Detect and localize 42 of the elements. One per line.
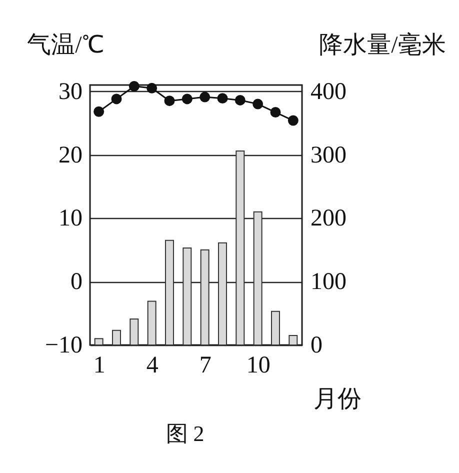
y-tick-label: 0 xyxy=(70,269,82,296)
caption: 图 2 xyxy=(166,421,204,446)
bar xyxy=(271,310,280,346)
bar xyxy=(112,330,121,346)
point xyxy=(217,93,228,104)
y2-tick-label: 200 xyxy=(310,206,346,232)
bar xyxy=(218,242,227,346)
bar xyxy=(182,247,192,346)
y2-tick-label: 0 xyxy=(310,332,322,358)
bar xyxy=(288,334,298,346)
bar xyxy=(94,338,104,346)
point xyxy=(111,94,122,104)
point xyxy=(94,106,104,117)
point xyxy=(252,98,264,110)
bar xyxy=(253,211,262,346)
y2-axis-title: 降水量/毫米 xyxy=(319,32,446,58)
point xyxy=(234,94,246,106)
x-tick-label: 10 xyxy=(246,352,270,378)
point xyxy=(164,96,175,106)
bar xyxy=(147,300,156,346)
x-tick-label: 4 xyxy=(146,352,158,378)
bar xyxy=(200,249,210,346)
y2-tick-label: 300 xyxy=(310,142,346,168)
x-tick-label: 1 xyxy=(93,352,106,378)
point xyxy=(146,82,158,94)
point xyxy=(128,81,140,92)
point xyxy=(270,107,281,118)
y2-tick-label: 400 xyxy=(310,78,346,105)
y-axis-title: 气温/℃ xyxy=(27,32,104,58)
point xyxy=(288,115,298,126)
y2-tick-label: 100 xyxy=(310,269,346,296)
bar xyxy=(130,318,139,346)
point xyxy=(200,92,210,102)
bar xyxy=(165,240,174,346)
x-axis-title: 月份 xyxy=(314,386,362,412)
point xyxy=(182,94,192,104)
x-tick-label: 7 xyxy=(199,352,212,378)
bar xyxy=(236,150,245,346)
y-tick-label: −10 xyxy=(44,332,82,358)
y-tick-label: 20 xyxy=(58,142,82,168)
y-tick-label: 30 xyxy=(58,78,82,105)
y-tick-label: 10 xyxy=(58,206,82,232)
